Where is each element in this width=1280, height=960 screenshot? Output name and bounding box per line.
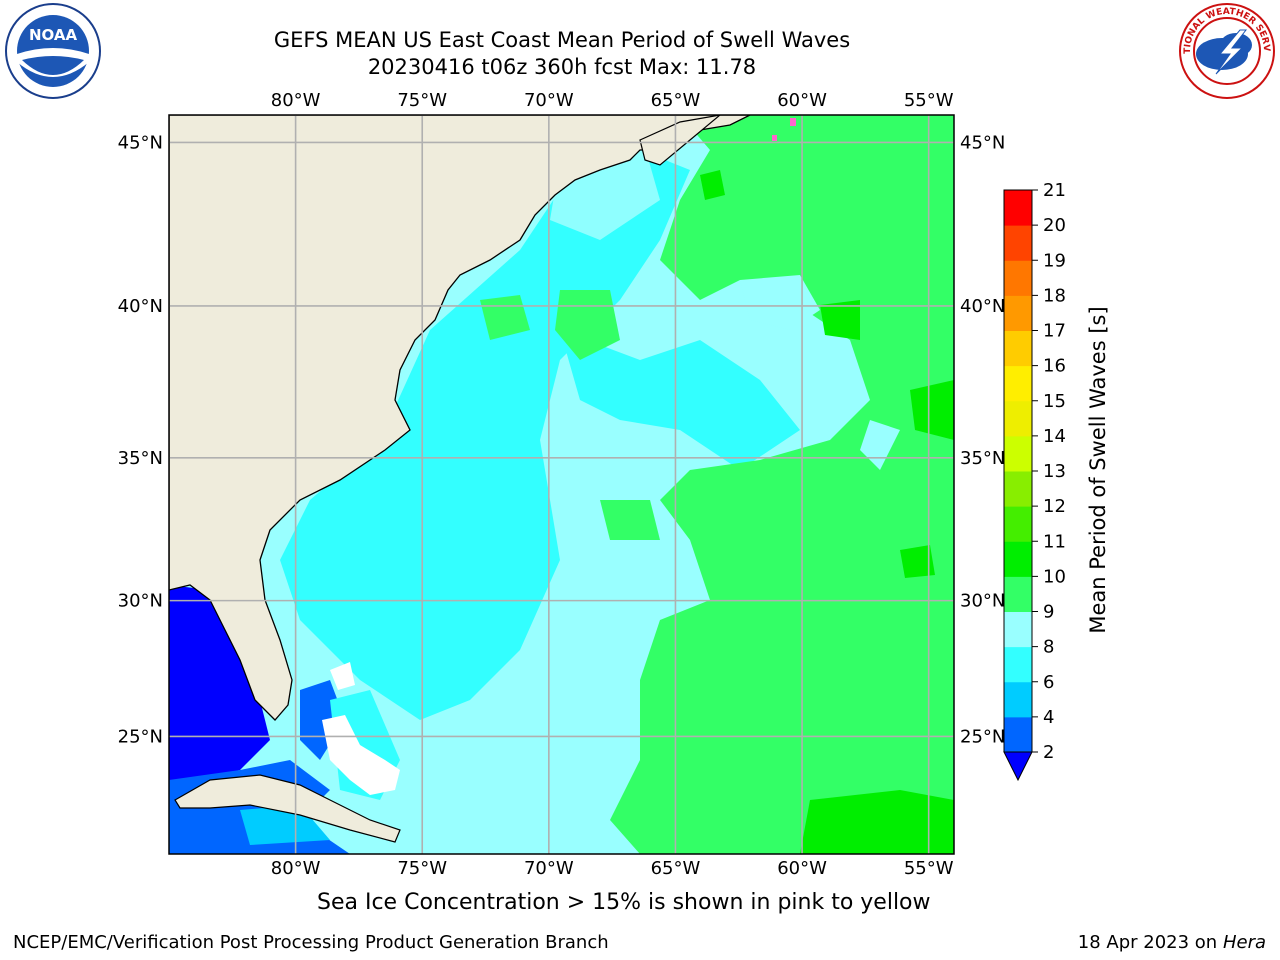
colorbar-segment — [1004, 576, 1032, 612]
colorbar-segment — [1004, 681, 1032, 718]
colorbar-tick-label: 18 — [1043, 285, 1066, 306]
colorbar-segment — [1004, 225, 1032, 261]
colorbar-extend-arrow — [1003, 751, 1033, 782]
lon-label-bottom: 60°W — [777, 858, 827, 879]
colorbar-tick-label: 17 — [1043, 321, 1066, 342]
lat-label-right: 25°N — [960, 726, 1005, 747]
colorbar-segment — [1004, 330, 1032, 367]
lat-label-right: 30°N — [960, 591, 1005, 612]
lat-label-left: 30°N — [118, 591, 163, 612]
colorbar-tick-label: 15 — [1043, 391, 1066, 412]
colorbar-segment — [1004, 435, 1032, 472]
lon-label-bottom: 55°W — [904, 858, 954, 879]
colorbar-tick-label: 11 — [1043, 531, 1066, 552]
colorbar-segment — [1004, 260, 1032, 296]
noaa-logo-text: NOAA — [29, 26, 78, 44]
lon-label-top: 80°W — [271, 90, 321, 111]
colorbar-tick-label: 13 — [1043, 461, 1066, 482]
map-field — [169, 115, 954, 854]
colorbar-tick-label: 16 — [1043, 356, 1066, 377]
lon-label-bottom: 80°W — [271, 858, 321, 879]
colorbar: 2 4 6 8 9 10 11 12 13 14 15 16 17 18 19 20 21 — [1003, 180, 1066, 782]
colorbar-tick-label: 19 — [1043, 250, 1066, 271]
footer-branch: NCEP/EMC/Verification Post Processing Pr… — [13, 932, 609, 953]
lat-label-right: 40°N — [960, 296, 1005, 317]
nws-logo: NATIONAL WEATHER SERVICE — [1176, 2, 1275, 99]
sea-ice-caption: Sea Ice Concentration > 15% is shown in … — [317, 890, 931, 915]
map-frame — [168, 114, 955, 855]
colorbar-segment — [1004, 295, 1032, 331]
colorbar-tick-label: 10 — [1043, 566, 1066, 587]
land-north-america — [169, 115, 751, 721]
colorbar-tick-label: 21 — [1043, 180, 1066, 201]
colorbar-tick-label: 2 — [1043, 742, 1054, 763]
colorbar-segment — [1004, 190, 1032, 226]
lat-label-left: 25°N — [118, 726, 163, 747]
ocean-9-10s — [610, 115, 954, 854]
lon-label-top: 55°W — [904, 90, 954, 111]
lat-label-right: 35°N — [960, 448, 1005, 469]
ocean-10-11s — [800, 790, 954, 854]
lon-label-bottom: 75°W — [397, 858, 447, 879]
colorbar-segment — [1004, 400, 1032, 437]
lat-label-left: 40°N — [118, 296, 163, 317]
lon-label-top: 70°W — [524, 90, 574, 111]
colorbar-segment — [1004, 541, 1032, 577]
colorbar-segment — [1004, 611, 1032, 648]
colorbar-segment — [1004, 365, 1032, 402]
colorbar-segment — [1004, 646, 1032, 683]
lon-label-bottom: 70°W — [524, 858, 574, 879]
colorbar-tick-label: 9 — [1043, 602, 1054, 623]
lon-label-top: 60°W — [777, 90, 827, 111]
colorbar-tick-label: 4 — [1043, 707, 1054, 728]
footer-date: 18 Apr 2023 on Hera — [1078, 932, 1266, 953]
gulf-2-4s — [169, 585, 270, 780]
lon-label-top: 75°W — [397, 90, 447, 111]
map-subtitle: 20230416 t06z 360h fcst Max: 11.78 — [367, 55, 757, 79]
colorbar-tick-label: 8 — [1043, 637, 1054, 658]
footer-date-text: 18 Apr 2023 on — [1077, 932, 1218, 953]
lat-label-left: 35°N — [118, 448, 163, 469]
lon-label-top: 65°W — [651, 90, 701, 111]
colorbar-tick-label: 6 — [1043, 672, 1054, 693]
lat-label-left: 45°N — [118, 132, 163, 153]
land-cuba — [174, 774, 401, 843]
colorbar-segment — [1004, 716, 1032, 753]
ocean-6-8s-central — [560, 330, 800, 470]
colorbar-label: Mean Period of Swell Waves [s] — [1086, 306, 1110, 633]
map-gridlines — [169, 115, 954, 854]
colorbar-segment — [1004, 471, 1032, 507]
lon-label-bottom: 65°W — [651, 858, 701, 879]
colorbar-tick-label: 20 — [1043, 215, 1066, 236]
colorbar-tick-label: 14 — [1043, 426, 1066, 447]
lat-label-right: 45°N — [960, 132, 1005, 153]
noaa-logo: NOAA — [5, 3, 101, 99]
colorbar-segment — [1004, 506, 1032, 542]
colorbar-tick-label: 12 — [1043, 496, 1066, 517]
footer-machine: Hera — [1222, 932, 1266, 953]
sea-ice-marker — [790, 118, 796, 126]
map-title: GEFS MEAN US East Coast Mean Period of S… — [273, 28, 851, 52]
bahamas-banks — [322, 715, 400, 795]
